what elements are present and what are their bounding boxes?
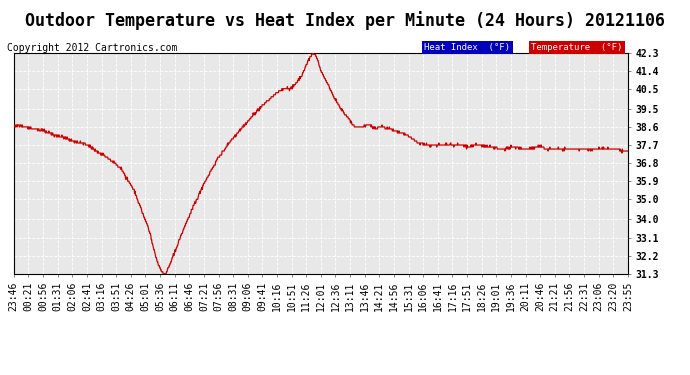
Text: Copyright 2012 Cartronics.com: Copyright 2012 Cartronics.com <box>7 43 177 53</box>
Text: Outdoor Temperature vs Heat Index per Minute (24 Hours) 20121106: Outdoor Temperature vs Heat Index per Mi… <box>25 11 665 30</box>
Text: Heat Index  (°F): Heat Index (°F) <box>424 43 511 52</box>
Text: Temperature  (°F): Temperature (°F) <box>531 43 622 52</box>
